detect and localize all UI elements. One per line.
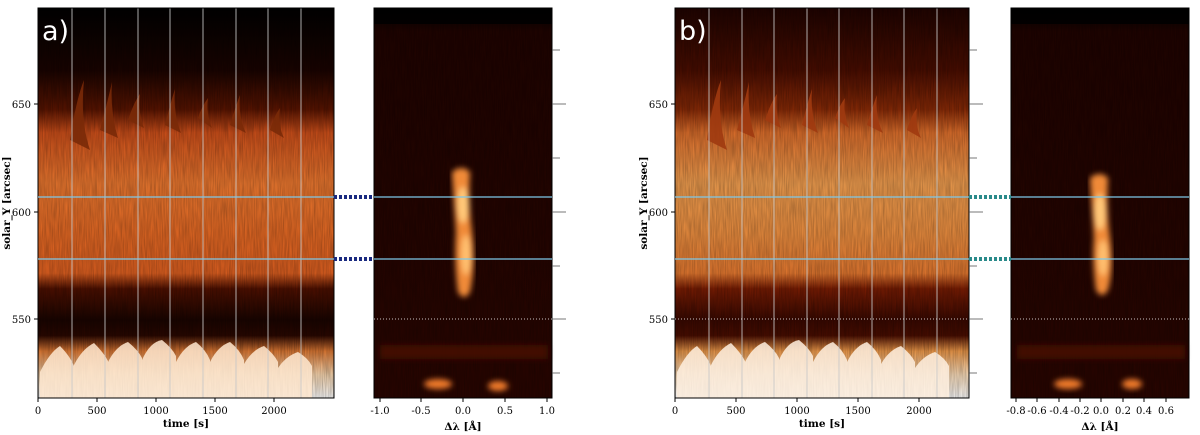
yaxis-label-b: solar_Y [arcsec] — [638, 156, 651, 249]
xtick-label: 1.0 — [539, 406, 555, 417]
timeslice-image-b: b) — [675, 8, 969, 398]
ytick-label: 650 — [649, 100, 668, 111]
spectral-feature-b — [1090, 174, 1112, 295]
xtick-label: -0.8 — [1006, 406, 1025, 417]
right-xticks-b: -0.8 -0.6 -0.4 -0.2 0.0 0.2 0.4 0.6 — [1006, 406, 1174, 417]
marker-lines-a — [38, 195, 552, 320]
left-edge-ticks-b — [969, 49, 983, 374]
spectral-bottom-b — [1017, 345, 1185, 389]
xtick-label: 2000 — [261, 406, 286, 417]
bottom-ribbons-a — [40, 340, 312, 398]
xtick-label: -0.4 — [1049, 406, 1068, 417]
right-edge-ticks-a — [552, 49, 566, 374]
xtick-label: 1500 — [202, 406, 227, 417]
yticks-a: 550 600 650 — [12, 100, 31, 326]
spectral-feature-a — [452, 168, 474, 297]
xtick-label: 1000 — [784, 406, 809, 417]
timeslice-image-a: a) — [38, 8, 334, 398]
xtick-label: 0 — [35, 406, 41, 417]
xtick-label: -0.6 — [1027, 406, 1046, 417]
panel-letter-b: b) — [679, 16, 707, 47]
yticks-b: 550 600 650 — [649, 100, 668, 326]
xaxis-label-time-b: time [s] — [799, 418, 845, 430]
spectral-bottom-a — [380, 345, 548, 391]
xaxis-label-wavelength-a: Δλ [Å] — [444, 419, 481, 433]
xtick-label: 1000 — [143, 406, 168, 417]
spectrum-image-a — [374, 8, 552, 398]
xtick-label: 500 — [87, 406, 106, 417]
xtick-label: 0.5 — [497, 406, 513, 417]
xtick-label: -1.0 — [370, 406, 389, 417]
xtick-label: 2000 — [906, 406, 931, 417]
xtick-label: 0.6 — [1158, 406, 1174, 417]
left-xticks-a: 0 500 1000 1500 2000 — [35, 406, 287, 417]
ytick-label: 600 — [649, 208, 668, 219]
ytick-label: 550 — [12, 315, 31, 326]
xtick-label: -0.5 — [411, 406, 430, 417]
left-axes-b — [671, 7, 970, 402]
right-axes-b — [1010, 7, 1190, 402]
panel-a: a) 0 500 1000 1500 2000 time [s] 550 600… — [1, 7, 566, 433]
xtick-label: -0.2 — [1070, 406, 1089, 417]
marker-lines-b — [675, 195, 1189, 320]
left-axes-a — [34, 7, 335, 402]
xtick-label: 1500 — [845, 406, 870, 417]
yaxis-label-a: solar_Y [arcsec] — [1, 156, 14, 249]
panel-letter-a: a) — [42, 16, 69, 47]
xtick-label: 500 — [726, 406, 745, 417]
left-xticks-b: 0 500 1000 1500 2000 — [672, 406, 932, 417]
xtick-label: 0.2 — [1115, 406, 1131, 417]
panel-b: b) 0 500 1000 1500 2000 time [s] 550 600… — [638, 7, 1190, 433]
slit-lines-a — [71, 8, 302, 398]
ytick-label: 600 — [12, 208, 31, 219]
xtick-label: 0.4 — [1136, 406, 1152, 417]
xtick-label: 0.0 — [1093, 406, 1109, 417]
xaxis-label-time-a: time [s] — [163, 418, 209, 430]
ytick-label: 650 — [12, 100, 31, 111]
xtick-label: 0.0 — [455, 406, 471, 417]
xtick-label: 0 — [672, 406, 678, 417]
xaxis-label-wavelength-b: Δλ [Å] — [1081, 419, 1118, 433]
right-xticks-a: -1.0 -0.5 0.0 0.5 1.0 — [370, 406, 555, 417]
slit-lines-b — [708, 8, 938, 398]
ytick-label: 550 — [649, 315, 668, 326]
right-axes-a — [373, 7, 553, 402]
spectrum-image-b — [1011, 8, 1189, 398]
